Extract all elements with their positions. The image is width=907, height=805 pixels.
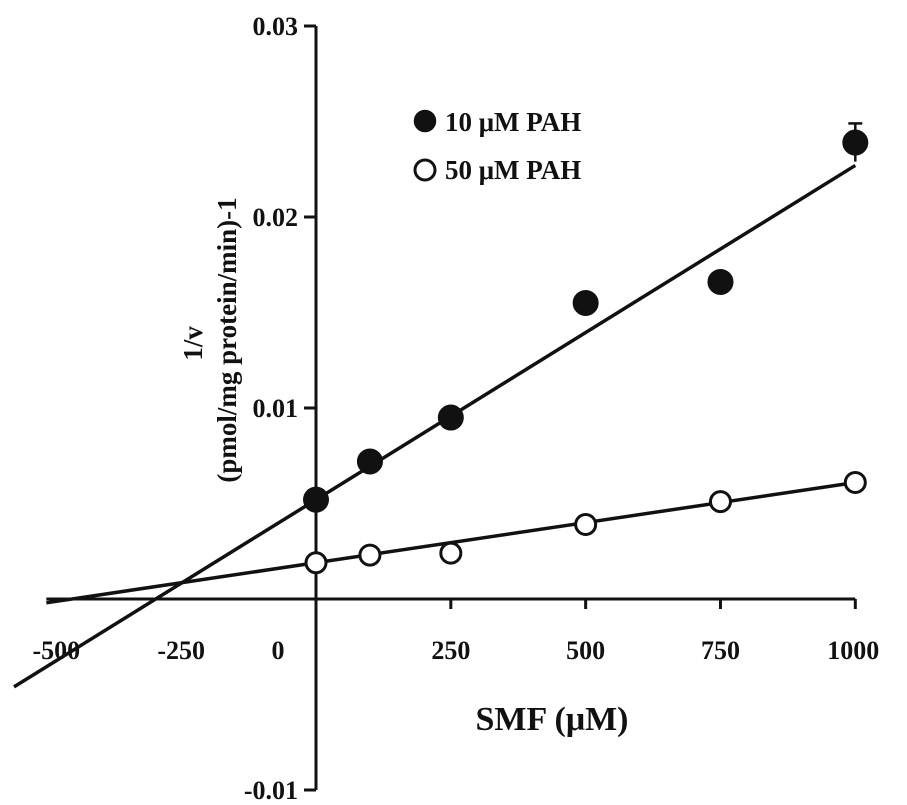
x-tick-label: 750 [701, 636, 740, 665]
x-tick-label: 1000 [827, 636, 879, 665]
point-10uM [707, 268, 734, 295]
fit-lines [13, 163, 857, 689]
legend-marker-10uM [413, 109, 437, 133]
point-50uM [439, 541, 463, 565]
point-10uM [356, 448, 383, 475]
legend-label-10uM: 10 μM PAH [445, 107, 581, 137]
point-50uM [358, 543, 382, 567]
point-10uM [572, 289, 599, 316]
y-tick-label: 0.01 [253, 394, 299, 423]
x-tick-label: 0 [272, 636, 285, 665]
x-tick-label: 250 [431, 636, 470, 665]
point-50uM [708, 490, 732, 514]
y-tick-label: -0.01 [244, 776, 298, 805]
point-50uM [843, 470, 867, 494]
point-50uM [304, 551, 328, 575]
tick-labels: -500 -250 0 250 500 750 1000 -0.01 0.01 0.02 0.03 [33, 12, 880, 805]
x-tick-label: -250 [157, 636, 205, 665]
point-10uM [303, 486, 329, 513]
axes [46, 24, 857, 792]
y-axis-title-line-2: (pmol/mg protein/min)-1 [212, 197, 242, 482]
fit-line-1 [13, 163, 857, 689]
y-tick-label: 0.03 [253, 12, 299, 41]
point-10uM [842, 129, 869, 156]
legend-marker-50uM [413, 158, 437, 182]
x-axis-title: SMF (μM) [475, 701, 628, 738]
legend: 10 μM PAH 50 μM PAH [413, 107, 581, 185]
point-50uM [574, 513, 598, 537]
y-axis-title: 1/v (pmol/mg protein/min)-1 [178, 197, 242, 482]
x-tick-label: 500 [566, 636, 605, 665]
data-points [303, 122, 869, 575]
y-tick-label: 0.02 [253, 203, 299, 232]
x-tick-label: -500 [33, 636, 81, 665]
y-axis-title-line-1: 1/v [178, 326, 208, 361]
legend-label-50uM: 50 μM PAH [445, 155, 581, 185]
point-10uM [437, 404, 464, 431]
